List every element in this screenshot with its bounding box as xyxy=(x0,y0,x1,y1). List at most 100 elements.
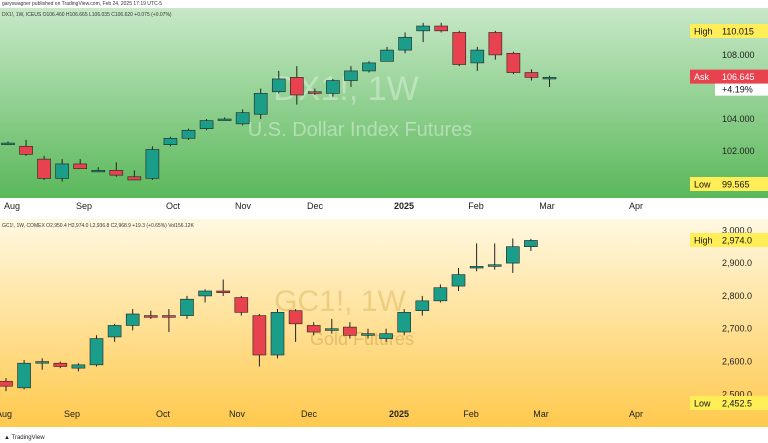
publisher-line: garyswagner published on TradingView.com… xyxy=(2,1,163,7)
tradingview-brand: TradingView xyxy=(11,435,45,441)
candle-body xyxy=(271,78,286,93)
change-tag-bg xyxy=(715,83,768,96)
candle-body xyxy=(109,170,124,176)
candle-body xyxy=(217,118,232,121)
candle-body xyxy=(127,176,142,181)
candle-body xyxy=(71,364,86,369)
x-tick-label: 2025 xyxy=(393,201,415,211)
low-tag-label: Low xyxy=(694,180,711,190)
x-tick-label: Apr xyxy=(628,409,644,419)
candle-body xyxy=(270,312,285,356)
candle-body xyxy=(180,298,194,316)
dxy-watermark-name: U.S. Dollar Index Futures xyxy=(248,119,473,141)
x-tick-label: Oct xyxy=(165,201,181,211)
y-tick-label: 102.000 xyxy=(722,146,755,156)
ask-tag: Ask 106.645 xyxy=(690,69,768,84)
candle-body xyxy=(289,77,304,96)
low-tag: Low 2,452.5 xyxy=(690,396,768,410)
candle-body xyxy=(1,142,15,145)
x-tick-label: Sep xyxy=(75,201,93,211)
x-tick-label: 2025 xyxy=(388,409,410,419)
candle-body xyxy=(416,25,430,32)
candle-body xyxy=(199,120,214,129)
candle-body xyxy=(487,264,502,267)
candle-body xyxy=(398,36,412,51)
x-tick-label: Mar xyxy=(533,409,549,419)
high-tag-label: High xyxy=(694,27,713,37)
candle-body xyxy=(162,315,176,318)
x-tick-label: Feb xyxy=(463,409,479,419)
candle-body xyxy=(524,72,539,78)
x-tick-label: Dec xyxy=(300,409,318,419)
change-tag-value: +4.19% xyxy=(722,85,753,95)
candle-body xyxy=(362,62,376,72)
low-tag-value: 99.565 xyxy=(722,180,750,190)
dxy-chart[interactable]: DX1!, 1W U.S. Dollar Index Futures 108.0… xyxy=(0,8,768,198)
candle-body xyxy=(542,77,557,80)
candle-body xyxy=(397,312,412,333)
candle-body xyxy=(144,315,158,318)
gold-x-axis: Aug Sep Oct Nov Dec 2025 Feb Mar Apr xyxy=(0,406,768,428)
candle-body xyxy=(434,25,449,32)
candle-body xyxy=(181,129,196,139)
candle-body xyxy=(91,170,106,173)
x-tick-label: Aug xyxy=(0,409,13,419)
y-tick-label: 3,000.0 xyxy=(722,225,752,235)
candle-body xyxy=(506,52,521,73)
candle-body xyxy=(53,362,68,367)
y-tick-label: 2,500.0 xyxy=(722,389,752,399)
dxy-x-axis: Aug Sep Oct Nov Dec 2025 Feb Mar Apr xyxy=(0,198,768,218)
high-tag-label: High xyxy=(694,236,713,246)
candle-body xyxy=(288,310,303,325)
candle-body xyxy=(306,325,321,333)
gold-background xyxy=(0,219,768,427)
candle-body xyxy=(326,80,340,94)
dxy-background xyxy=(0,8,768,198)
ask-tag-bg xyxy=(690,69,768,84)
candle-body xyxy=(505,246,520,264)
candle-body xyxy=(415,300,430,311)
candle-body xyxy=(89,338,104,366)
dxy-panel[interactable]: DX1!, 1W U.S. Dollar Index Futures 108.0… xyxy=(0,8,768,198)
y-tick-label: 2,800.0 xyxy=(722,291,752,301)
candle-body xyxy=(308,91,322,94)
candle-body xyxy=(433,287,448,302)
candle-body xyxy=(216,290,230,293)
low-tag-bg xyxy=(690,396,768,410)
candle-body xyxy=(252,315,267,356)
x-tick-label: Nov xyxy=(234,201,252,211)
low-tag-bg xyxy=(690,177,768,191)
x-tick-label: Aug xyxy=(3,201,21,211)
candle-body xyxy=(488,32,503,56)
dxy-symbol-line: DX1!, 1W, ICEUS O106.460 H106.665 L106.0… xyxy=(2,12,172,18)
candle-body xyxy=(163,137,178,145)
candle-body xyxy=(234,297,249,313)
tradingview-logo[interactable]: ▲ TradingView xyxy=(4,435,45,441)
ask-tag-value: 106.645 xyxy=(722,72,755,82)
candle-body xyxy=(452,32,467,65)
high-tag-value: 110.015 xyxy=(722,27,754,37)
candle-body xyxy=(343,326,357,336)
high-tag: High 110.015 xyxy=(690,24,768,38)
candle-body xyxy=(235,112,250,125)
x-tick-label: Feb xyxy=(468,201,484,211)
y-tick-label: 108.000 xyxy=(722,50,755,60)
candle-body xyxy=(55,163,69,179)
candle-body xyxy=(19,145,33,155)
ask-tag-label: Ask xyxy=(694,72,710,82)
candle-body xyxy=(0,380,13,387)
y-tick-label: 104.000 xyxy=(722,114,755,124)
high-tag-value: 2,974.0 xyxy=(722,236,752,246)
gold-panel[interactable]: GC1!, 1W Gold Futures 3,000.0 2,900.0 2,80… xyxy=(0,219,768,427)
gold-symbol-line: GC1!, 1W, COMEX O2,950.4 H2,974.0 L2,936… xyxy=(2,223,194,229)
gold-chart[interactable]: GC1!, 1W Gold Futures 3,000.02,900.02,80… xyxy=(0,219,768,427)
candle-body xyxy=(451,274,466,287)
high-tag-bg xyxy=(690,24,768,38)
x-tick-label: Sep xyxy=(63,409,81,419)
candle-body xyxy=(524,240,538,247)
candle-body xyxy=(380,49,394,62)
candle-body xyxy=(37,158,51,179)
candle-body xyxy=(253,93,268,115)
y-tick-label: 2,600.0 xyxy=(722,357,752,367)
x-tick-label: Oct xyxy=(155,409,171,419)
